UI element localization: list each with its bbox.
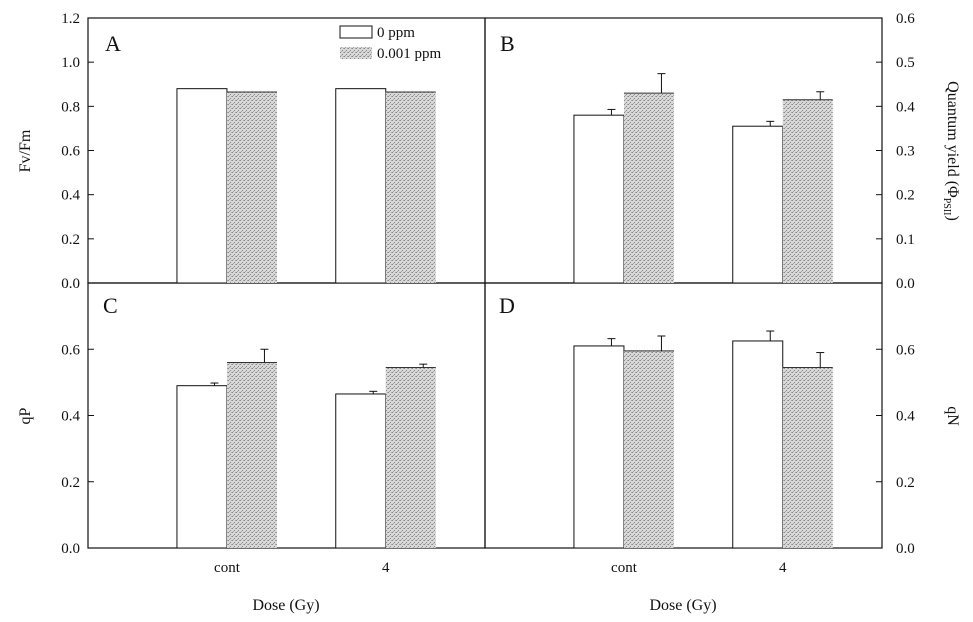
panel-c-ytick-label-2: 0.4 — [61, 409, 80, 425]
panel-c-ytick-label-3: 0.6 — [61, 342, 80, 358]
panel-d-xtick-label-1: 4 — [779, 560, 787, 576]
panel-letter-d: D — [499, 293, 515, 318]
panel-c-xlabel: Dose (Gy) — [252, 597, 319, 614]
panel-b-ylabel-sub: PSII — [941, 198, 952, 216]
legend-swatch-0001ppm — [340, 47, 372, 59]
panel-b-ylabel-close: ) — [944, 216, 961, 221]
panel-d-bar-0ppm-0 — [573, 345, 625, 549]
panel-b-ytick-label-3: 0.3 — [896, 144, 915, 160]
legend-label-0ppm: 0 ppm — [377, 25, 415, 41]
panel-d-ylabel: qN — [944, 406, 961, 426]
panel-b-ylabel-main: Quantum yield (Φ — [944, 81, 961, 198]
panel-b-bar-0ppm-1 — [732, 125, 784, 284]
legend: 0 ppm 0.001 ppm — [339, 25, 442, 62]
panel-b-bar-0ppm-0 — [573, 114, 625, 284]
panel-c-xtick-label-1: 4 — [382, 560, 390, 576]
panel-b-bar-0001ppm-1 — [782, 99, 833, 283]
panel-a-ylabel: Fv/Fm — [17, 129, 34, 172]
panel-b-ytick-label-6: 0.6 — [896, 11, 915, 27]
panel-b-ytick-label-1: 0.1 — [896, 232, 915, 248]
panel-c-ylabel: qP — [17, 407, 34, 424]
panel-d-bar-0ppm-1 — [732, 340, 784, 549]
panel-b-ytick-label-2: 0.2 — [896, 188, 915, 204]
panel-c-bar-0ppm-0 — [176, 385, 228, 549]
panel-a-bar-0ppm-0 — [176, 88, 228, 284]
panel-letter-c: C — [103, 293, 118, 318]
panel-a-ytick-label-2: 0.4 — [61, 188, 80, 204]
panel-c-bar-0001ppm-1 — [385, 367, 436, 548]
panel-b-ytick-label-5: 0.5 — [896, 55, 915, 71]
panel-c-xtick-label-0: cont — [214, 560, 241, 576]
panel-c-bar-0ppm-1 — [335, 393, 387, 549]
panel-c-bar-0001ppm-0 — [226, 362, 277, 548]
panel-b-ytick-label-4: 0.4 — [896, 99, 915, 115]
chart-marks: 0.0 0.2 0.4 0.6 0.8 1.0 1.2 0.0 0.1 0.2 0.3 0.4 0.5 0… — [61, 11, 915, 576]
panel-b-ylabel: Quantum yield (ΦPSII) — [941, 81, 961, 221]
panel-d-xtick-label-0: cont — [611, 560, 638, 576]
panel-a-bar-0ppm-1 — [335, 88, 387, 284]
panel-d-ytick-label-1: 0.2 — [896, 475, 915, 491]
legend-label-0001ppm: 0.001 ppm — [377, 46, 442, 62]
panel-a-ytick-label-4: 0.8 — [61, 99, 80, 115]
panel-d-ytick-label-2: 0.4 — [896, 409, 915, 425]
panel-d-xlabel: Dose (Gy) — [649, 597, 716, 614]
panel-c-ytick-label-0: 0.0 — [61, 541, 80, 557]
panel-a-ytick-label-1: 0.2 — [61, 232, 80, 248]
panel-a-ytick-label-6: 1.2 — [61, 11, 80, 27]
panel-a-ytick-label-0: 0.0 — [61, 276, 80, 292]
panel-d-bar-0001ppm-0 — [623, 350, 674, 548]
panel-b-ytick-label-0: 0.0 — [896, 276, 915, 292]
panel-a-bar-0001ppm-1 — [385, 91, 436, 284]
panel-letter-b: B — [500, 31, 515, 56]
panel-a-ytick-label-5: 1.0 — [61, 55, 80, 71]
panel-c-ytick-label-1: 0.2 — [61, 475, 80, 491]
panel-b-bar-0001ppm-0 — [623, 93, 674, 283]
panel-a-bar-0001ppm-0 — [226, 91, 277, 284]
panel-a-ytick-label-3: 0.6 — [61, 144, 80, 160]
legend-swatch-0ppm — [339, 25, 373, 39]
panel-d-ytick-label-0: 0.0 — [896, 541, 915, 557]
panel-d-ytick-label-3: 0.6 — [896, 342, 915, 358]
panel-letter-a: A — [105, 31, 121, 56]
panel-d-bar-0001ppm-1 — [782, 367, 833, 548]
